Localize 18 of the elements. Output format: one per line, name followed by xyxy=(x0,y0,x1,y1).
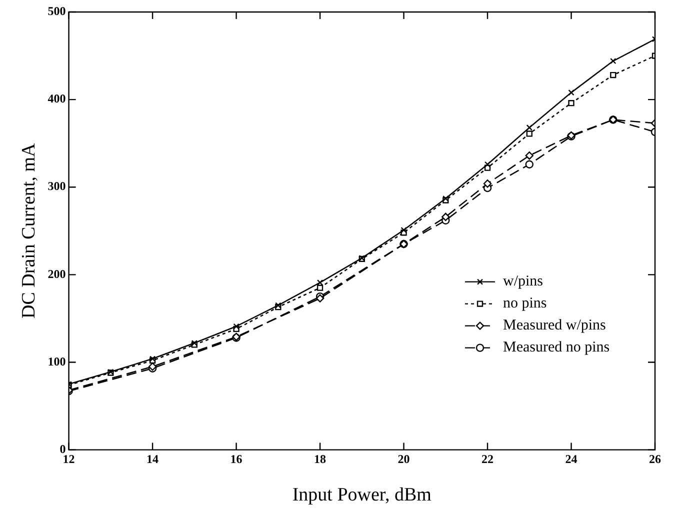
legend-label: w/pins xyxy=(503,274,544,290)
y-tick-label: 100 xyxy=(48,354,66,368)
x-tick-label: 14 xyxy=(146,452,159,466)
y-axis-title: DC Drain Current, mA xyxy=(18,143,40,318)
x-tick-label: 18 xyxy=(314,452,326,466)
legend-label: Measured w/pins xyxy=(503,318,606,334)
x-axis-title: Input Power, dBm xyxy=(292,484,432,506)
legend-label: Measured no pins xyxy=(503,340,610,356)
x-tick-label: 16 xyxy=(230,452,242,466)
x-tick-label: 26 xyxy=(649,452,661,466)
y-tick-label: 300 xyxy=(48,179,66,194)
legend-label: no pins xyxy=(503,296,547,312)
x-tick-label: 24 xyxy=(565,452,578,466)
y-tick-label: 200 xyxy=(48,266,66,281)
x-tick-label: 20 xyxy=(398,452,410,466)
y-tick-label: 500 xyxy=(48,4,66,18)
x-tick-label: 22 xyxy=(482,452,494,466)
y-tick-label: 400 xyxy=(48,92,66,106)
